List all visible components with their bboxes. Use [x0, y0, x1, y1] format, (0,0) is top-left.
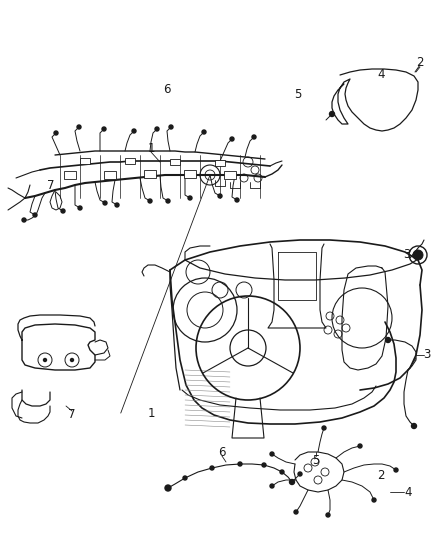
Circle shape — [155, 127, 159, 131]
Circle shape — [385, 337, 391, 343]
Circle shape — [54, 131, 58, 135]
Text: 4: 4 — [377, 68, 385, 81]
Text: 6: 6 — [162, 83, 170, 96]
Circle shape — [372, 498, 376, 502]
Circle shape — [102, 127, 106, 131]
Text: 7: 7 — [46, 179, 54, 192]
Bar — [224, 171, 236, 179]
Bar — [215, 160, 225, 166]
Circle shape — [22, 218, 26, 222]
Circle shape — [169, 125, 173, 129]
Circle shape — [252, 135, 256, 139]
Circle shape — [61, 209, 65, 213]
Circle shape — [43, 359, 46, 361]
Text: 3: 3 — [404, 248, 411, 261]
Circle shape — [329, 111, 335, 117]
Circle shape — [280, 470, 284, 474]
Circle shape — [210, 466, 214, 470]
Circle shape — [33, 213, 37, 217]
Circle shape — [230, 137, 234, 141]
Circle shape — [270, 452, 274, 456]
Circle shape — [238, 462, 242, 466]
Circle shape — [270, 484, 274, 488]
Text: 7: 7 — [68, 408, 76, 422]
Bar — [125, 158, 135, 164]
Circle shape — [262, 463, 266, 467]
Circle shape — [202, 130, 206, 134]
Bar — [80, 158, 90, 164]
Text: 4: 4 — [404, 486, 412, 498]
Circle shape — [294, 510, 298, 514]
Circle shape — [322, 426, 326, 430]
Circle shape — [298, 472, 302, 476]
Text: 5: 5 — [312, 454, 320, 466]
Circle shape — [132, 129, 136, 133]
Circle shape — [394, 468, 398, 472]
Circle shape — [71, 359, 74, 361]
Bar — [144, 170, 156, 178]
Circle shape — [188, 196, 192, 200]
Circle shape — [218, 194, 222, 198]
Text: 1: 1 — [147, 141, 155, 155]
Text: 6: 6 — [218, 446, 226, 458]
Circle shape — [148, 199, 152, 203]
Bar — [184, 170, 196, 178]
Circle shape — [235, 198, 239, 202]
Circle shape — [166, 199, 170, 203]
Text: 2: 2 — [416, 56, 424, 69]
Circle shape — [165, 485, 171, 491]
Circle shape — [103, 201, 107, 205]
Circle shape — [115, 203, 119, 207]
Bar — [170, 159, 180, 165]
Text: 3: 3 — [423, 349, 431, 361]
Circle shape — [77, 125, 81, 129]
Circle shape — [78, 206, 82, 210]
Circle shape — [413, 250, 423, 260]
Circle shape — [326, 513, 330, 517]
Text: 5: 5 — [294, 88, 301, 101]
Circle shape — [411, 424, 417, 429]
Bar — [64, 171, 76, 179]
Circle shape — [183, 476, 187, 480]
Circle shape — [290, 480, 294, 484]
Text: 1: 1 — [147, 407, 155, 419]
Bar — [104, 171, 116, 179]
Text: 2: 2 — [377, 470, 385, 482]
Circle shape — [358, 444, 362, 448]
